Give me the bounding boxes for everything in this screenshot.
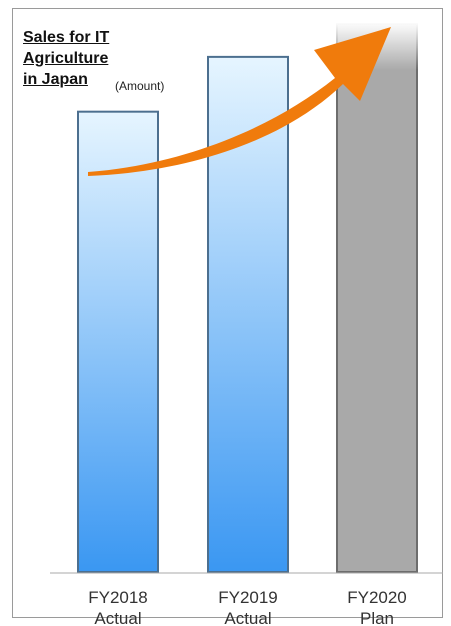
chart-title-line-3: in Japan [23,71,88,88]
x-tick-label: Actual [94,609,141,626]
unit-label: (Amount) [115,79,165,93]
chart-title-line-1: Sales for IT [23,29,110,46]
x-tick-label: FY2018 [88,588,148,607]
x-tick-label: Plan [360,609,394,626]
trend-arrow [88,27,391,176]
x-tick-label: FY2020 [347,588,407,607]
bar-fy2018 [77,110,159,574]
x-tick-label: FY2019 [218,588,278,607]
chart-title: Sales for IT Agriculture in Japan [23,27,109,90]
x-tick-label: Actual [224,609,271,626]
bar-fy2020 [336,23,418,573]
chart-title-line-2: Agriculture [23,50,109,67]
